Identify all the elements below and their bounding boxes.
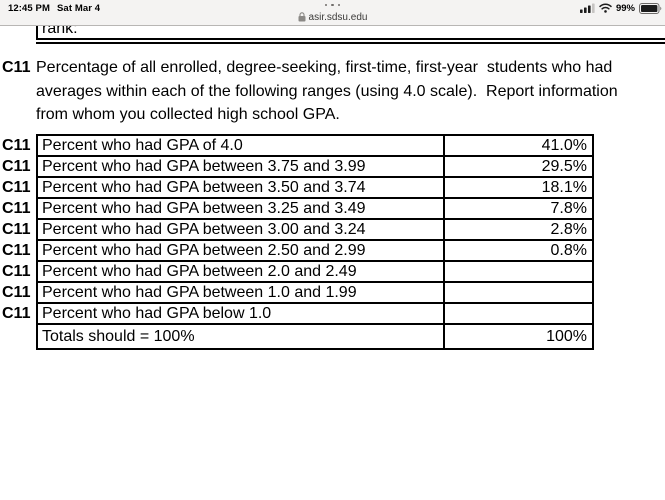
row-value: 18.1% xyxy=(541,179,587,196)
row-question-id: C11 xyxy=(2,221,31,238)
table-row: Totals should = 100% 100% xyxy=(0,323,665,350)
row-label: Percent who had GPA between 3.25 and 3.4… xyxy=(38,199,445,218)
table-row: C11 Percent who had GPA of 4.0 41.0% xyxy=(0,134,665,157)
row-value: 2.8% xyxy=(550,221,587,238)
status-bar: 12:45 PM Sat Mar 4 asir.sdsu.edu 99% xyxy=(0,0,665,26)
status-date: Sat Mar 4 xyxy=(57,3,101,14)
row-value: 0.8% xyxy=(550,242,587,259)
row-value: 7.8% xyxy=(550,200,587,217)
row-value xyxy=(445,283,592,302)
row-question-id xyxy=(0,323,36,350)
row-box: Percent who had GPA of 4.0 41.0% xyxy=(36,134,594,157)
row-box: Percent who had GPA between 3.25 and 3.4… xyxy=(36,197,594,220)
row-value: 41.0% xyxy=(541,137,587,154)
row-value xyxy=(445,262,592,281)
row-question-id: C11 xyxy=(2,200,31,217)
row-question-id: C11 xyxy=(2,263,31,280)
status-icons: 99% xyxy=(579,2,662,14)
row-question-id: C11 xyxy=(2,179,31,196)
row-question-id: C11 xyxy=(2,284,31,301)
table-row: C11 Percent who had GPA below 1.0 xyxy=(0,302,665,325)
status-time-date: 12:45 PM Sat Mar 4 xyxy=(8,3,100,14)
c11-question-text: C11 Percentage of all enrolled, degree-s… xyxy=(0,56,665,127)
wifi-icon xyxy=(599,3,612,13)
lock-icon xyxy=(298,12,306,22)
table-outer-border-line xyxy=(36,42,665,44)
table-row: C11 Percent who had GPA between 3.00 and… xyxy=(0,218,665,241)
table-row: C11 Percent who had GPA between 2.0 and … xyxy=(0,260,665,283)
table-row: C11 Percent who had GPA between 3.75 and… xyxy=(0,155,665,178)
row-box: Percent who had GPA between 3.50 and 3.7… xyxy=(36,176,594,199)
row-label: Percent who had GPA between 1.0 and 1.99 xyxy=(38,283,445,302)
battery-icon xyxy=(639,2,662,14)
row-question-id: C11 xyxy=(2,158,31,175)
row-question-id: C11 xyxy=(2,305,31,322)
table-row: C11 Percent who had GPA between 2.50 and… xyxy=(0,239,665,262)
row-label: Totals should = 100% xyxy=(38,325,445,348)
table-row: C11 Percent who had GPA between 1.0 and … xyxy=(0,281,665,304)
row-label: Percent who had GPA between 2.0 and 2.49 xyxy=(38,262,445,281)
battery-percent: 99% xyxy=(615,2,635,14)
row-value xyxy=(445,304,592,323)
table-row: C11 Percent who had GPA between 3.50 and… xyxy=(0,176,665,199)
url-bar[interactable]: asir.sdsu.edu xyxy=(0,12,665,23)
row-box: Percent who had GPA between 3.00 and 3.2… xyxy=(36,218,594,241)
row-label: Percent who had GPA of 4.0 xyxy=(38,136,445,155)
gpa-distribution-table: C11 Percent who had GPA of 4.0 41.0% C11… xyxy=(0,134,665,350)
url-domain: asir.sdsu.edu xyxy=(308,11,368,23)
question-line-1: Percentage of all enrolled, degree-seeki… xyxy=(36,59,613,76)
row-label: Percent who had GPA between 2.50 and 2.9… xyxy=(38,241,445,260)
question-id: C11 xyxy=(2,59,31,76)
row-question-id: C11 xyxy=(2,242,31,259)
row-box: Totals should = 100% 100% xyxy=(36,323,594,350)
row-value: 100% xyxy=(546,328,587,345)
row-box: Percent who had GPA between 1.0 and 1.99 xyxy=(36,281,594,304)
row-label: Percent who had GPA between 3.00 and 3.2… xyxy=(38,220,445,239)
clipped-row-text: rank: xyxy=(42,26,78,37)
row-label: Percent who had GPA below 1.0 xyxy=(38,304,445,323)
row-box: Percent who had GPA between 3.75 and 3.9… xyxy=(36,155,594,178)
cellular-signal-icon xyxy=(579,3,595,13)
clipped-table-row: rank: xyxy=(36,26,665,40)
ellipsis-icon[interactable] xyxy=(0,4,665,7)
row-box: Percent who had GPA between 2.0 and 2.49 xyxy=(36,260,594,283)
question-line-2: averages within each of the following ra… xyxy=(36,82,618,100)
row-box: Percent who had GPA below 1.0 xyxy=(36,302,594,325)
row-label: Percent who had GPA between 3.50 and 3.7… xyxy=(38,178,445,197)
status-time: 12:45 PM xyxy=(8,3,50,14)
question-line-3: from whom you collected high school GPA. xyxy=(36,106,340,123)
row-box: Percent who had GPA between 2.50 and 2.9… xyxy=(36,239,594,262)
row-value: 29.5% xyxy=(541,158,587,175)
row-question-id: C11 xyxy=(2,137,31,154)
table-row: C11 Percent who had GPA between 3.25 and… xyxy=(0,197,665,220)
row-label: Percent who had GPA between 3.75 and 3.9… xyxy=(38,157,445,176)
